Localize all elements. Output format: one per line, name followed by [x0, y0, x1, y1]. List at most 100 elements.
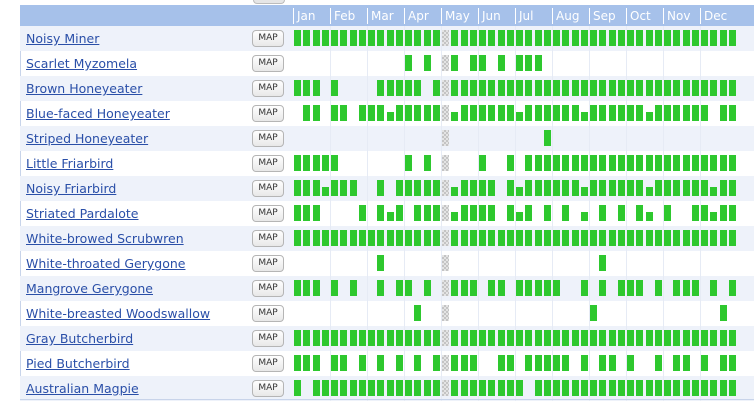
week-presence-bar	[655, 80, 662, 96]
week-presence-bar	[525, 330, 532, 346]
week-presence-bar	[646, 80, 653, 96]
month-separator	[367, 276, 368, 301]
week-presence-bar	[701, 380, 708, 396]
week-presence-bar	[572, 155, 579, 171]
month-separator	[330, 251, 331, 276]
week-presence-bar	[683, 355, 690, 371]
week-presence-bar	[479, 80, 486, 96]
week-presence-bar	[655, 180, 662, 196]
species-link[interactable]: Little Friarbird	[26, 156, 114, 171]
week-presence-bar	[627, 105, 634, 121]
week-presence-bar	[710, 212, 717, 221]
week-presence-bar	[673, 105, 680, 121]
map-button[interactable]: MAP	[252, 230, 284, 247]
week-presence-bar	[627, 380, 634, 396]
week-presence-bar	[572, 230, 579, 246]
month-separator	[441, 376, 442, 401]
week-presence-bar	[294, 155, 301, 171]
species-link[interactable]: Striated Pardalote	[26, 206, 139, 221]
week-presence-bar	[350, 180, 357, 196]
month-separator	[663, 151, 664, 176]
species-link[interactable]: Striped Honeyeater	[26, 131, 149, 146]
week-presence-bar	[720, 205, 727, 221]
week-presence-bar	[729, 80, 736, 96]
week-presence-bar	[461, 105, 468, 121]
month-separator	[515, 201, 516, 226]
week-presence-bar	[720, 155, 727, 171]
month-separator	[515, 101, 516, 126]
month-label-jan: Jan	[293, 8, 330, 24]
species-link[interactable]: Pied Butcherbird	[26, 356, 130, 371]
species-link[interactable]: Mangrove Gerygone	[26, 281, 153, 296]
month-separator	[700, 51, 701, 76]
week-presence-bar	[590, 105, 597, 121]
month-separator	[367, 26, 368, 51]
top-map-tab[interactable]	[253, 0, 285, 4]
table-row: Australian Magpie MAP	[20, 376, 754, 401]
month-separator	[589, 101, 590, 126]
species-link[interactable]: Scarlet Myzomela	[26, 56, 138, 71]
month-separator	[700, 251, 701, 276]
month-separator	[700, 301, 701, 326]
species-link[interactable]: Gray Butcherbird	[26, 331, 134, 346]
map-button[interactable]: MAP	[252, 380, 284, 397]
week-presence-bar	[359, 205, 366, 221]
species-link[interactable]: Noisy Miner	[26, 31, 100, 46]
week-presence-bar	[303, 230, 310, 246]
week-presence-bar	[331, 30, 338, 46]
week-presence-bar	[470, 380, 477, 396]
week-presence-bar	[488, 230, 495, 246]
week-presence-bar	[433, 80, 440, 96]
map-button[interactable]: MAP	[252, 255, 284, 272]
species-link[interactable]: White-throated Gerygone	[26, 256, 186, 271]
month-separator	[552, 126, 553, 151]
month-separator	[663, 326, 664, 351]
week-presence-bar	[701, 230, 708, 246]
month-separator	[404, 101, 405, 126]
table-row: Scarlet Myzomela MAP	[20, 51, 754, 76]
current-week-marker	[442, 280, 449, 296]
week-presence-bar	[729, 355, 736, 371]
week-presence-bar	[729, 380, 736, 396]
week-presence-bar	[692, 155, 699, 171]
map-button[interactable]: MAP	[252, 180, 284, 197]
species-link[interactable]: White-browed Scrubwren	[26, 231, 184, 246]
week-presence-bar	[359, 30, 366, 46]
species-link[interactable]: Noisy Friarbird	[26, 181, 117, 196]
week-presence-bar	[664, 205, 671, 221]
week-presence-bar	[701, 155, 708, 171]
map-button[interactable]: MAP	[252, 330, 284, 347]
map-button[interactable]: MAP	[252, 80, 284, 97]
current-week-marker	[442, 255, 449, 271]
week-presence-bar	[294, 230, 301, 246]
map-button[interactable]: MAP	[252, 105, 284, 122]
map-button[interactable]: MAP	[252, 205, 284, 222]
species-link[interactable]: Australian Magpie	[26, 381, 139, 396]
week-presence-bar	[433, 30, 440, 46]
week-presence-bar	[655, 105, 662, 121]
species-link[interactable]: White-breasted Woodswallow	[26, 306, 211, 321]
week-presence-bar	[516, 55, 523, 71]
month-label-may: May	[441, 8, 478, 24]
week-presence-bar	[553, 330, 560, 346]
species-link[interactable]: Brown Honeyeater	[26, 81, 143, 96]
week-presence-bar	[424, 380, 431, 396]
week-presence-bar	[424, 280, 431, 296]
week-presence-bar	[683, 80, 690, 96]
week-presence-bar	[507, 230, 514, 246]
occurrence-grid	[293, 26, 754, 51]
week-presence-bar	[322, 155, 329, 171]
week-presence-bar	[729, 105, 736, 121]
week-presence-bar	[553, 105, 560, 121]
month-separator	[700, 126, 701, 151]
map-button[interactable]: MAP	[252, 355, 284, 372]
month-separator	[589, 26, 590, 51]
map-button[interactable]: MAP	[252, 30, 284, 47]
map-button[interactable]: MAP	[252, 155, 284, 172]
map-button[interactable]: MAP	[252, 55, 284, 72]
map-button[interactable]: MAP	[252, 130, 284, 147]
month-separator	[515, 26, 516, 51]
species-link[interactable]: Blue-faced Honeyeater	[26, 106, 170, 121]
map-button[interactable]: MAP	[252, 305, 284, 322]
map-button[interactable]: MAP	[252, 280, 284, 297]
